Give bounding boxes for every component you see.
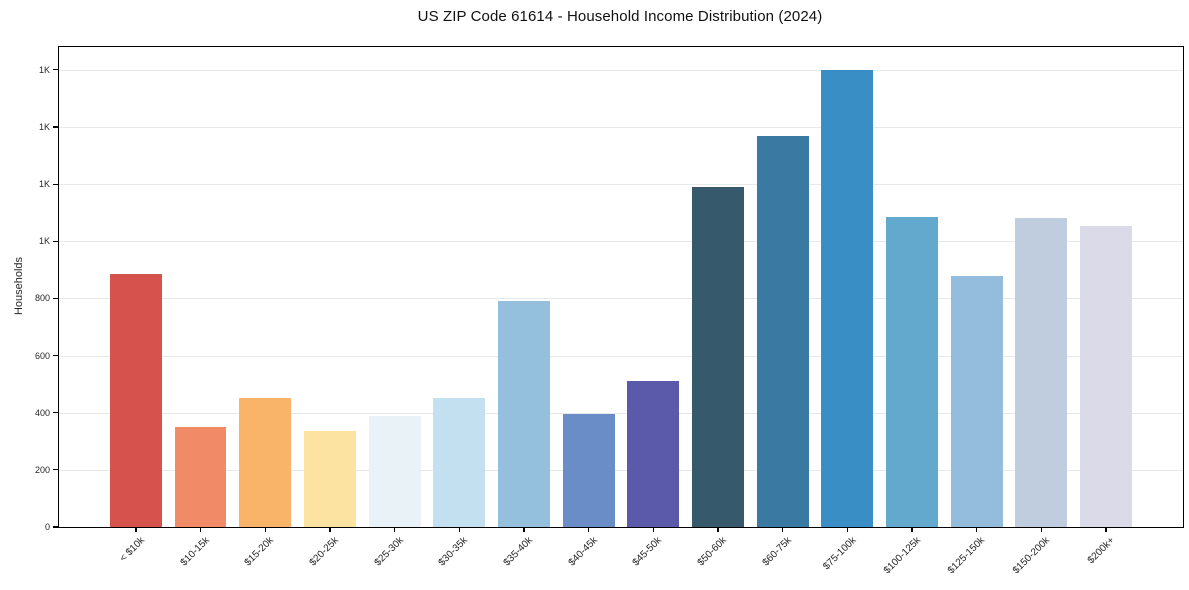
x-tick-mark (782, 527, 784, 532)
y-tick-mark (53, 354, 58, 357)
x-tick-label: $200k+ (1085, 535, 1117, 567)
y-tick-mark (53, 412, 58, 414)
x-tick-mark (1105, 527, 1107, 532)
y-tick-mark (53, 297, 58, 300)
gridline (59, 469, 1183, 471)
y-tick-label: 600 (34, 350, 50, 361)
y-tick-label: 0 (44, 522, 50, 532)
bar (950, 275, 1003, 527)
y-tick-label: 1K (38, 122, 50, 132)
x-tick-mark (329, 527, 331, 532)
bar (174, 427, 227, 527)
x-tick-label: $25-30k (372, 535, 406, 569)
gridline (59, 298, 1183, 300)
bar (886, 217, 938, 527)
gridline (59, 355, 1183, 357)
y-tick-mark (53, 526, 58, 528)
bar (821, 69, 874, 527)
x-tick-mark (200, 527, 202, 532)
bar (368, 415, 421, 527)
x-tick-mark (846, 527, 848, 532)
gridline (59, 69, 1183, 71)
y-tick-label: 800 (34, 293, 50, 304)
x-tick-label: $20-25k (307, 535, 341, 569)
y-tick-label: 1K (38, 179, 50, 190)
x-tick-label: $10-15k (178, 535, 212, 569)
x-tick-label: $125-150k (946, 535, 988, 577)
bar (110, 274, 162, 527)
y-tick-mark (53, 183, 58, 185)
bar (756, 135, 809, 527)
x-tick-label: $100-125k (881, 535, 923, 577)
x-tick-label: $60-75k (760, 535, 794, 569)
y-axis-label: Households (13, 256, 25, 316)
y-tick-label: 400 (34, 407, 50, 418)
bar (1015, 218, 1068, 527)
x-tick-label: $150-200k (1010, 535, 1053, 577)
y-tick-label: 1K (38, 236, 50, 247)
x-tick-mark (394, 527, 396, 532)
y-tick-mark (53, 240, 58, 242)
chart-title: US ZIP Code 61614 - Household Income Dis… (417, 8, 823, 25)
bar (239, 398, 292, 527)
x-tick-label: $35-40k (501, 535, 535, 569)
x-tick-mark (588, 527, 590, 532)
bar (433, 398, 486, 527)
bar (498, 301, 550, 527)
x-tick-mark (717, 527, 719, 532)
x-tick-label: $30-35k (436, 535, 471, 569)
bar (562, 414, 615, 527)
bar (627, 381, 680, 527)
x-tick-label: $45-50k (630, 535, 665, 569)
bar (1080, 225, 1132, 527)
x-tick-label: < $10k (117, 535, 147, 565)
gridline (59, 127, 1183, 128)
x-tick-mark (911, 527, 913, 532)
gridline (59, 241, 1183, 243)
y-tick-mark (53, 469, 58, 471)
gridline (59, 184, 1183, 186)
gridline (59, 412, 1183, 414)
x-tick-mark (264, 527, 266, 532)
x-tick-mark (976, 527, 978, 532)
x-tick-mark (523, 527, 525, 532)
bar (304, 431, 356, 527)
x-tick-mark (1040, 527, 1042, 532)
x-tick-label: $40-45k (566, 535, 600, 569)
y-tick-mark (53, 69, 58, 71)
plot-area: 0 200 400 600 800 1K 1K 1K 1K < $10k $10-15k $15-20… (35, 46, 1184, 576)
x-tick-mark (652, 527, 654, 532)
bar (692, 187, 744, 527)
y-tick-label: 1K (38, 64, 50, 75)
y-tick-mark (53, 126, 58, 128)
y-tick-label: 200 (34, 464, 50, 475)
x-tick-label: $50-60k (695, 535, 729, 569)
x-tick-label: $15-20k (242, 535, 277, 569)
x-tick-mark (135, 527, 137, 532)
x-tick-label: $75-100k (820, 535, 859, 573)
x-tick-mark (458, 527, 460, 532)
